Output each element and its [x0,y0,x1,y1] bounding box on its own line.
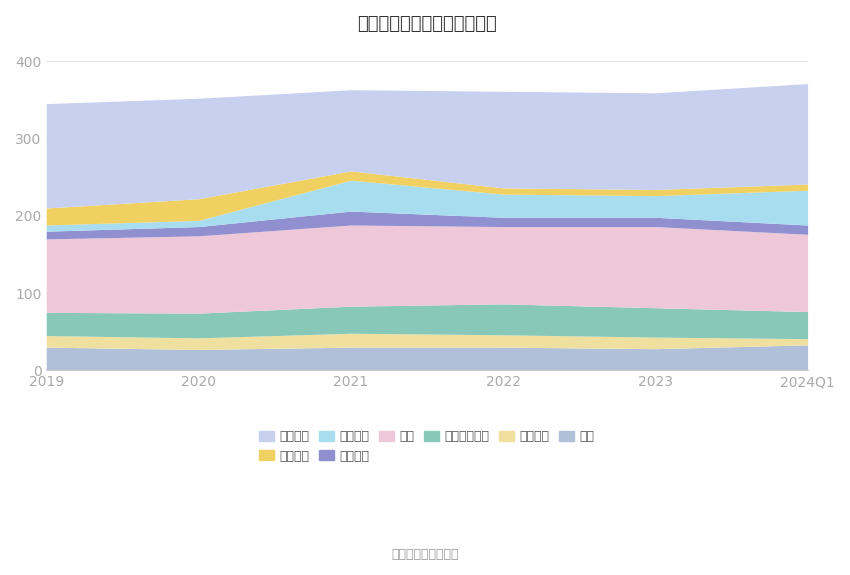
Text: 数据来源：恒生聚源: 数据来源：恒生聚源 [391,548,459,561]
Title: 历年主要资产堆积图（亿元）: 历年主要资产堆积图（亿元） [357,15,496,33]
Legend: 货币资金, 应收票据, 应收账款, 预付款项, 存货, 长期股权投资, 固定资产, 其它: 货币资金, 应收票据, 应收账款, 预付款项, 存货, 长期股权投资, 固定资产… [254,426,599,467]
